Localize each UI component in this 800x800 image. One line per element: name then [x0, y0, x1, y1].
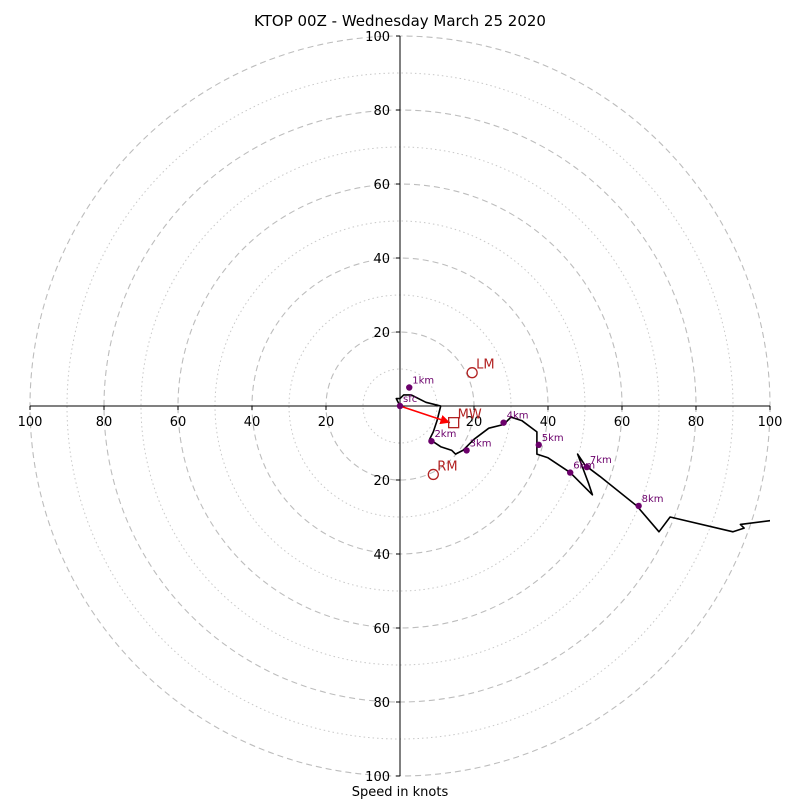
y-tick-label: 80: [373, 696, 390, 711]
x-tick-label: 20: [466, 415, 483, 430]
y-tick-label: 80: [373, 104, 390, 119]
chart-title: KTOP 00Z - Wednesday March 25 2020: [254, 12, 546, 30]
height-marker-point: [463, 447, 470, 454]
height-marker-point: [635, 502, 642, 510]
x-tick-label: 80: [96, 415, 113, 430]
height-marker-label: 5km: [542, 433, 564, 444]
x-tick-label: 80: [688, 415, 705, 430]
y-tick-label: 20: [373, 326, 390, 341]
height-marker-label: 7km: [590, 455, 612, 466]
x-tick-label: 40: [540, 415, 557, 430]
height-marker-point: [583, 463, 591, 471]
y-tick-label: 100: [365, 770, 390, 785]
y-tick-label: 40: [373, 252, 390, 267]
mean-wind-arrow: [399, 405, 451, 425]
height-marker-label: 1km: [412, 376, 434, 387]
height-marker-point: [396, 402, 404, 410]
x-tick-label: 60: [614, 415, 631, 430]
storm-motion-marker: [427, 468, 439, 481]
y-tick-label: 40: [373, 548, 390, 563]
height-marker-point: [567, 469, 574, 476]
y-tick-label: 20: [373, 474, 390, 489]
y-tick-label: 60: [373, 622, 390, 637]
wind-trace: [395, 394, 770, 533]
height-marker-point: [406, 384, 413, 391]
height-marker-label: 3km: [470, 438, 492, 449]
x-axis-label: Speed in knots: [352, 785, 449, 800]
height-marker-label: 4km: [507, 411, 529, 422]
storm-motion-label: LM: [476, 358, 494, 373]
height-markers: sfc1km2km3km4km5km6km7km8km: [396, 376, 664, 510]
x-tick-label: 100: [18, 415, 43, 430]
x-tick-label: 20: [318, 415, 335, 430]
storm-motion-label: RM: [437, 459, 457, 474]
height-marker-label: 2km: [434, 429, 456, 440]
height-marker-label: sfc: [403, 394, 417, 405]
storm-motion-marker: [466, 367, 478, 379]
height-marker-point: [428, 437, 435, 445]
height-marker-point: [500, 419, 507, 426]
height-marker-point: [535, 441, 542, 449]
height-marker-label: 8km: [642, 494, 664, 505]
y-tick-label: 60: [373, 178, 390, 193]
x-tick-label: 100: [758, 415, 783, 430]
y-tick-label: 100: [365, 30, 390, 45]
x-tick-label: 60: [170, 415, 187, 430]
x-tick-label: 40: [244, 415, 261, 430]
storm-motion-marker: [447, 416, 460, 429]
tick-labels: 20 20 20 20 40 40 40 40 60 60 60 60 80 80 80 80 100 100 10…: [18, 30, 783, 785]
storm-motions: LM MW RM: [399, 358, 495, 481]
storm-motion-label: MW: [458, 408, 482, 423]
hodograph-trace: [395, 394, 770, 533]
